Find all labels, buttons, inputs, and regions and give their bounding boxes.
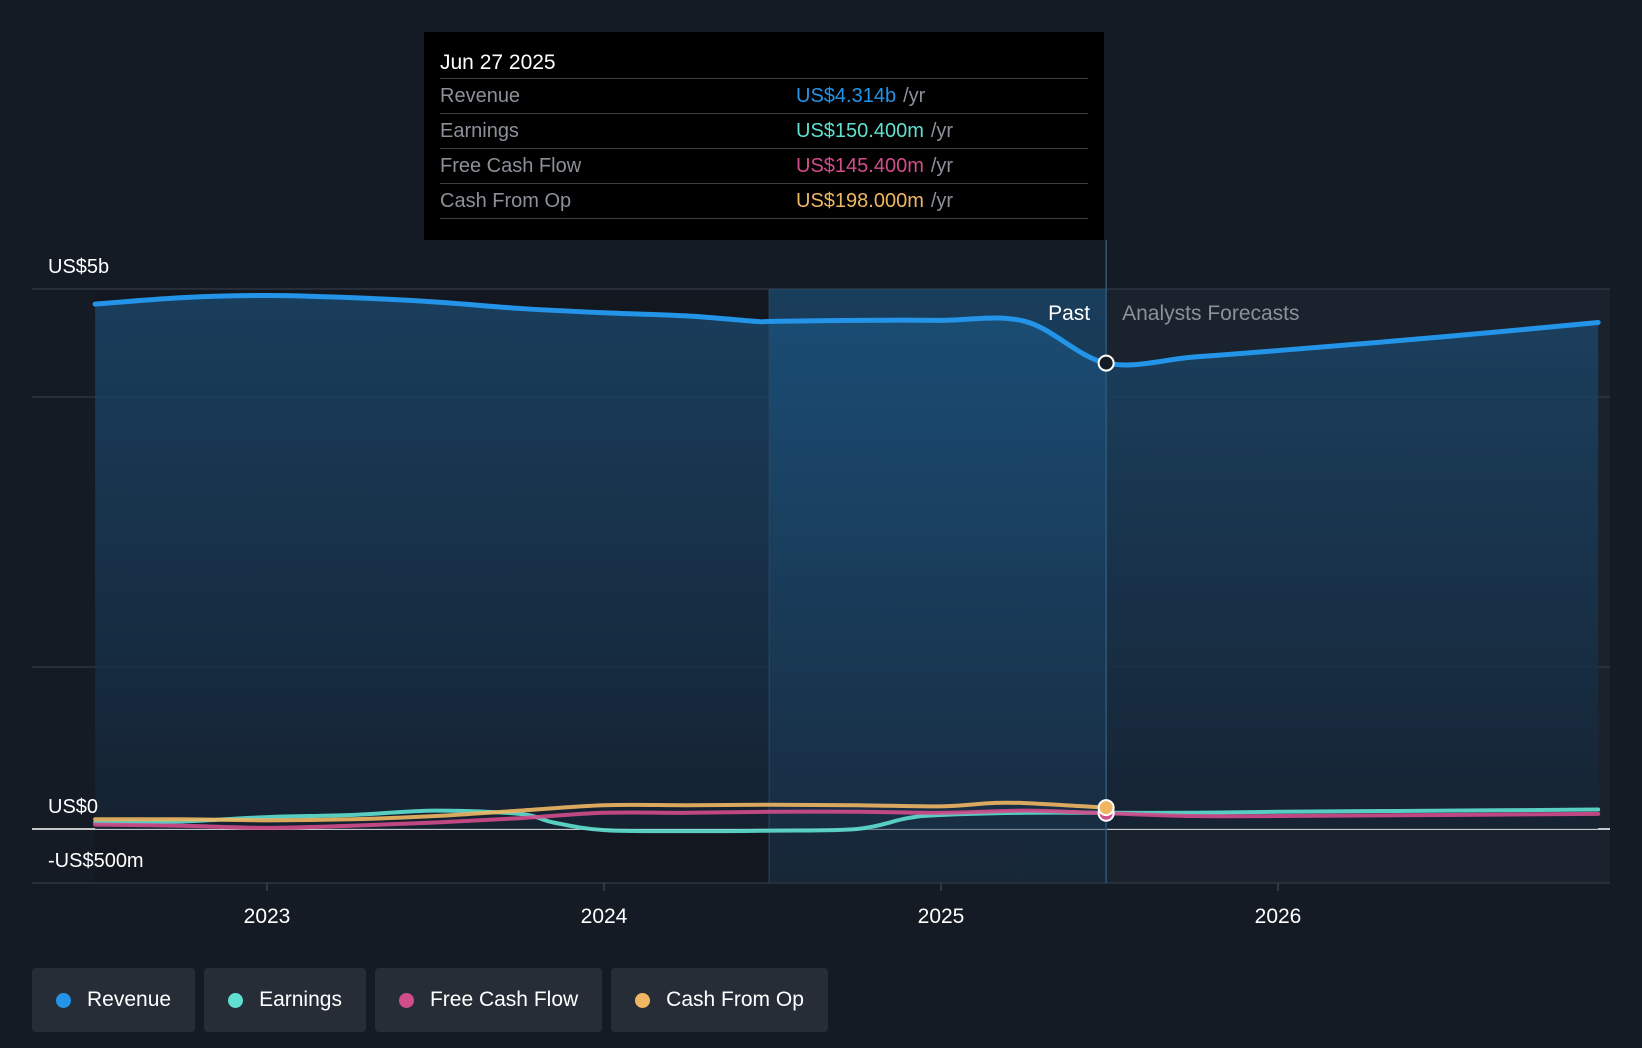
series-line-free-cash-flow bbox=[93, 808, 1601, 830]
legend-item-cash-from-op[interactable]: Cash From Op bbox=[611, 968, 828, 1032]
area-fills bbox=[95, 240, 1599, 883]
series-lines bbox=[92, 292, 1601, 834]
tooltip-label: Earnings bbox=[440, 120, 519, 142]
x-tick-label: 2025 bbox=[918, 905, 965, 928]
legend-label: Earnings bbox=[259, 988, 342, 1011]
legend-label: Free Cash Flow bbox=[429, 988, 579, 1011]
x-tick-label: 2026 bbox=[1255, 905, 1302, 928]
tooltip-unit: /yr bbox=[930, 120, 954, 142]
y-tick-label: US$0 bbox=[48, 796, 98, 818]
legend-item-free-cash-flow[interactable]: Free Cash Flow bbox=[374, 968, 603, 1032]
series-line-cash-from-op bbox=[93, 800, 1109, 823]
series-line-revenue bbox=[92, 292, 1601, 368]
past-label: Past bbox=[1048, 302, 1090, 325]
tooltip-value: US$150.400m bbox=[796, 120, 924, 142]
tooltip-unit: /yr bbox=[930, 190, 954, 212]
tooltip-value: US$145.400m bbox=[796, 155, 924, 177]
y-tick-label: US$5b bbox=[48, 256, 109, 278]
tooltip-label: Cash From Op bbox=[440, 190, 572, 212]
tooltip-row-revenue: Revenue US$4.314b /yr bbox=[440, 79, 1088, 114]
x-tick-label: 2023 bbox=[244, 905, 291, 928]
axis-labels: US$5b US$0 -US$500m 2023 2024 2025 2026 Past Ana… bbox=[48, 256, 1301, 928]
legend-label: Cash From Op bbox=[666, 988, 804, 1011]
tooltip-row-free-cash-flow: Free Cash Flow US$145.400m /yr bbox=[440, 149, 1088, 184]
x-tick-label: 2024 bbox=[581, 905, 628, 928]
forecast-label: Analysts Forecasts bbox=[1122, 302, 1299, 325]
y-tick-label: -US$500m bbox=[48, 850, 144, 872]
tooltip-unit: /yr bbox=[930, 155, 954, 177]
series-line-earnings bbox=[93, 807, 1601, 834]
tooltip-date: Jun 27 2025 bbox=[440, 48, 1088, 79]
tooltip-unit: /yr bbox=[903, 85, 926, 107]
marker-cash-from-op bbox=[1097, 799, 1115, 817]
legend-label: Revenue bbox=[87, 988, 172, 1011]
legend-item-revenue[interactable]: Revenue bbox=[32, 968, 196, 1032]
tooltip: Jun 27 2025 Revenue US$4.314b /yr Earnin… bbox=[424, 32, 1104, 240]
highlight-band bbox=[769, 289, 1107, 883]
series-markers bbox=[1097, 354, 1115, 822]
tooltip-value: US$198.000m bbox=[796, 190, 924, 212]
legend-item-earnings[interactable]: Earnings bbox=[204, 968, 366, 1032]
legend-dot-icon bbox=[56, 992, 71, 1008]
legend: Revenue Earnings Free Cash Flow Cash Fro… bbox=[32, 968, 828, 1032]
legend-dot-icon bbox=[228, 992, 244, 1008]
tooltip-value: US$4.314b bbox=[796, 85, 897, 107]
tooltip-label: Revenue bbox=[440, 85, 521, 107]
legend-dot-icon bbox=[635, 992, 651, 1008]
tooltip-label: Free Cash Flow bbox=[440, 155, 582, 177]
marker-revenue bbox=[1097, 354, 1115, 372]
tooltip-row-earnings: Earnings US$150.400m /yr bbox=[440, 114, 1088, 149]
legend-dot-icon bbox=[398, 992, 414, 1008]
tooltip-row-cash-from-op: Cash From Op US$198.000m /yr bbox=[440, 184, 1088, 219]
